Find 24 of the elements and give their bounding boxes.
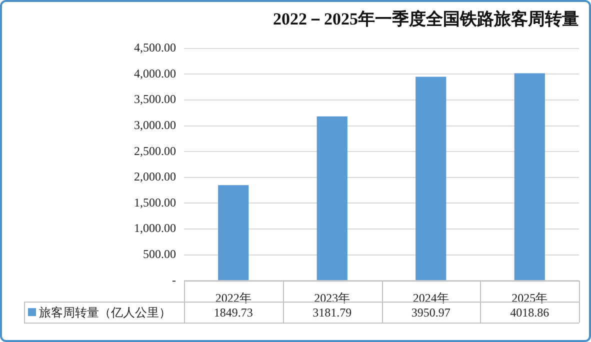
x-tick-label: 2023年 xyxy=(314,290,350,305)
data-label: 1849.73 xyxy=(214,305,253,320)
x-tick-label: 2024年 xyxy=(412,290,449,305)
y-tick-label: - xyxy=(172,272,176,287)
bar xyxy=(218,185,249,280)
bar xyxy=(416,76,446,280)
y-tick-label: 2,000.00 xyxy=(134,170,176,184)
y-tick-label: 2,500.00 xyxy=(134,144,176,158)
y-tick-label: 4,500.00 xyxy=(134,40,176,55)
y-tick-label: 4,000.00 xyxy=(134,66,176,80)
chart-title: 2022－2025年一季度全国铁路旅客周转量 xyxy=(273,10,579,29)
x-tick-label: 2025年 xyxy=(512,290,548,305)
bar xyxy=(316,116,348,280)
data-label: 3181.79 xyxy=(312,305,352,320)
bar xyxy=(514,73,545,280)
x-tick-label: 2022年 xyxy=(215,290,252,305)
data-label: 3950.97 xyxy=(411,305,450,320)
y-tick-label: 1,000.00 xyxy=(134,221,176,236)
y-tick-label: 500.00 xyxy=(143,246,176,261)
y-tick-label: 1,500.00 xyxy=(134,195,176,210)
legend-label: 旅客周转量（亿人公里） xyxy=(39,305,171,320)
y-tick-label: 3,500.00 xyxy=(134,92,176,106)
data-label: 4018.86 xyxy=(510,305,550,320)
y-tick-label: 3,000.00 xyxy=(134,118,176,132)
